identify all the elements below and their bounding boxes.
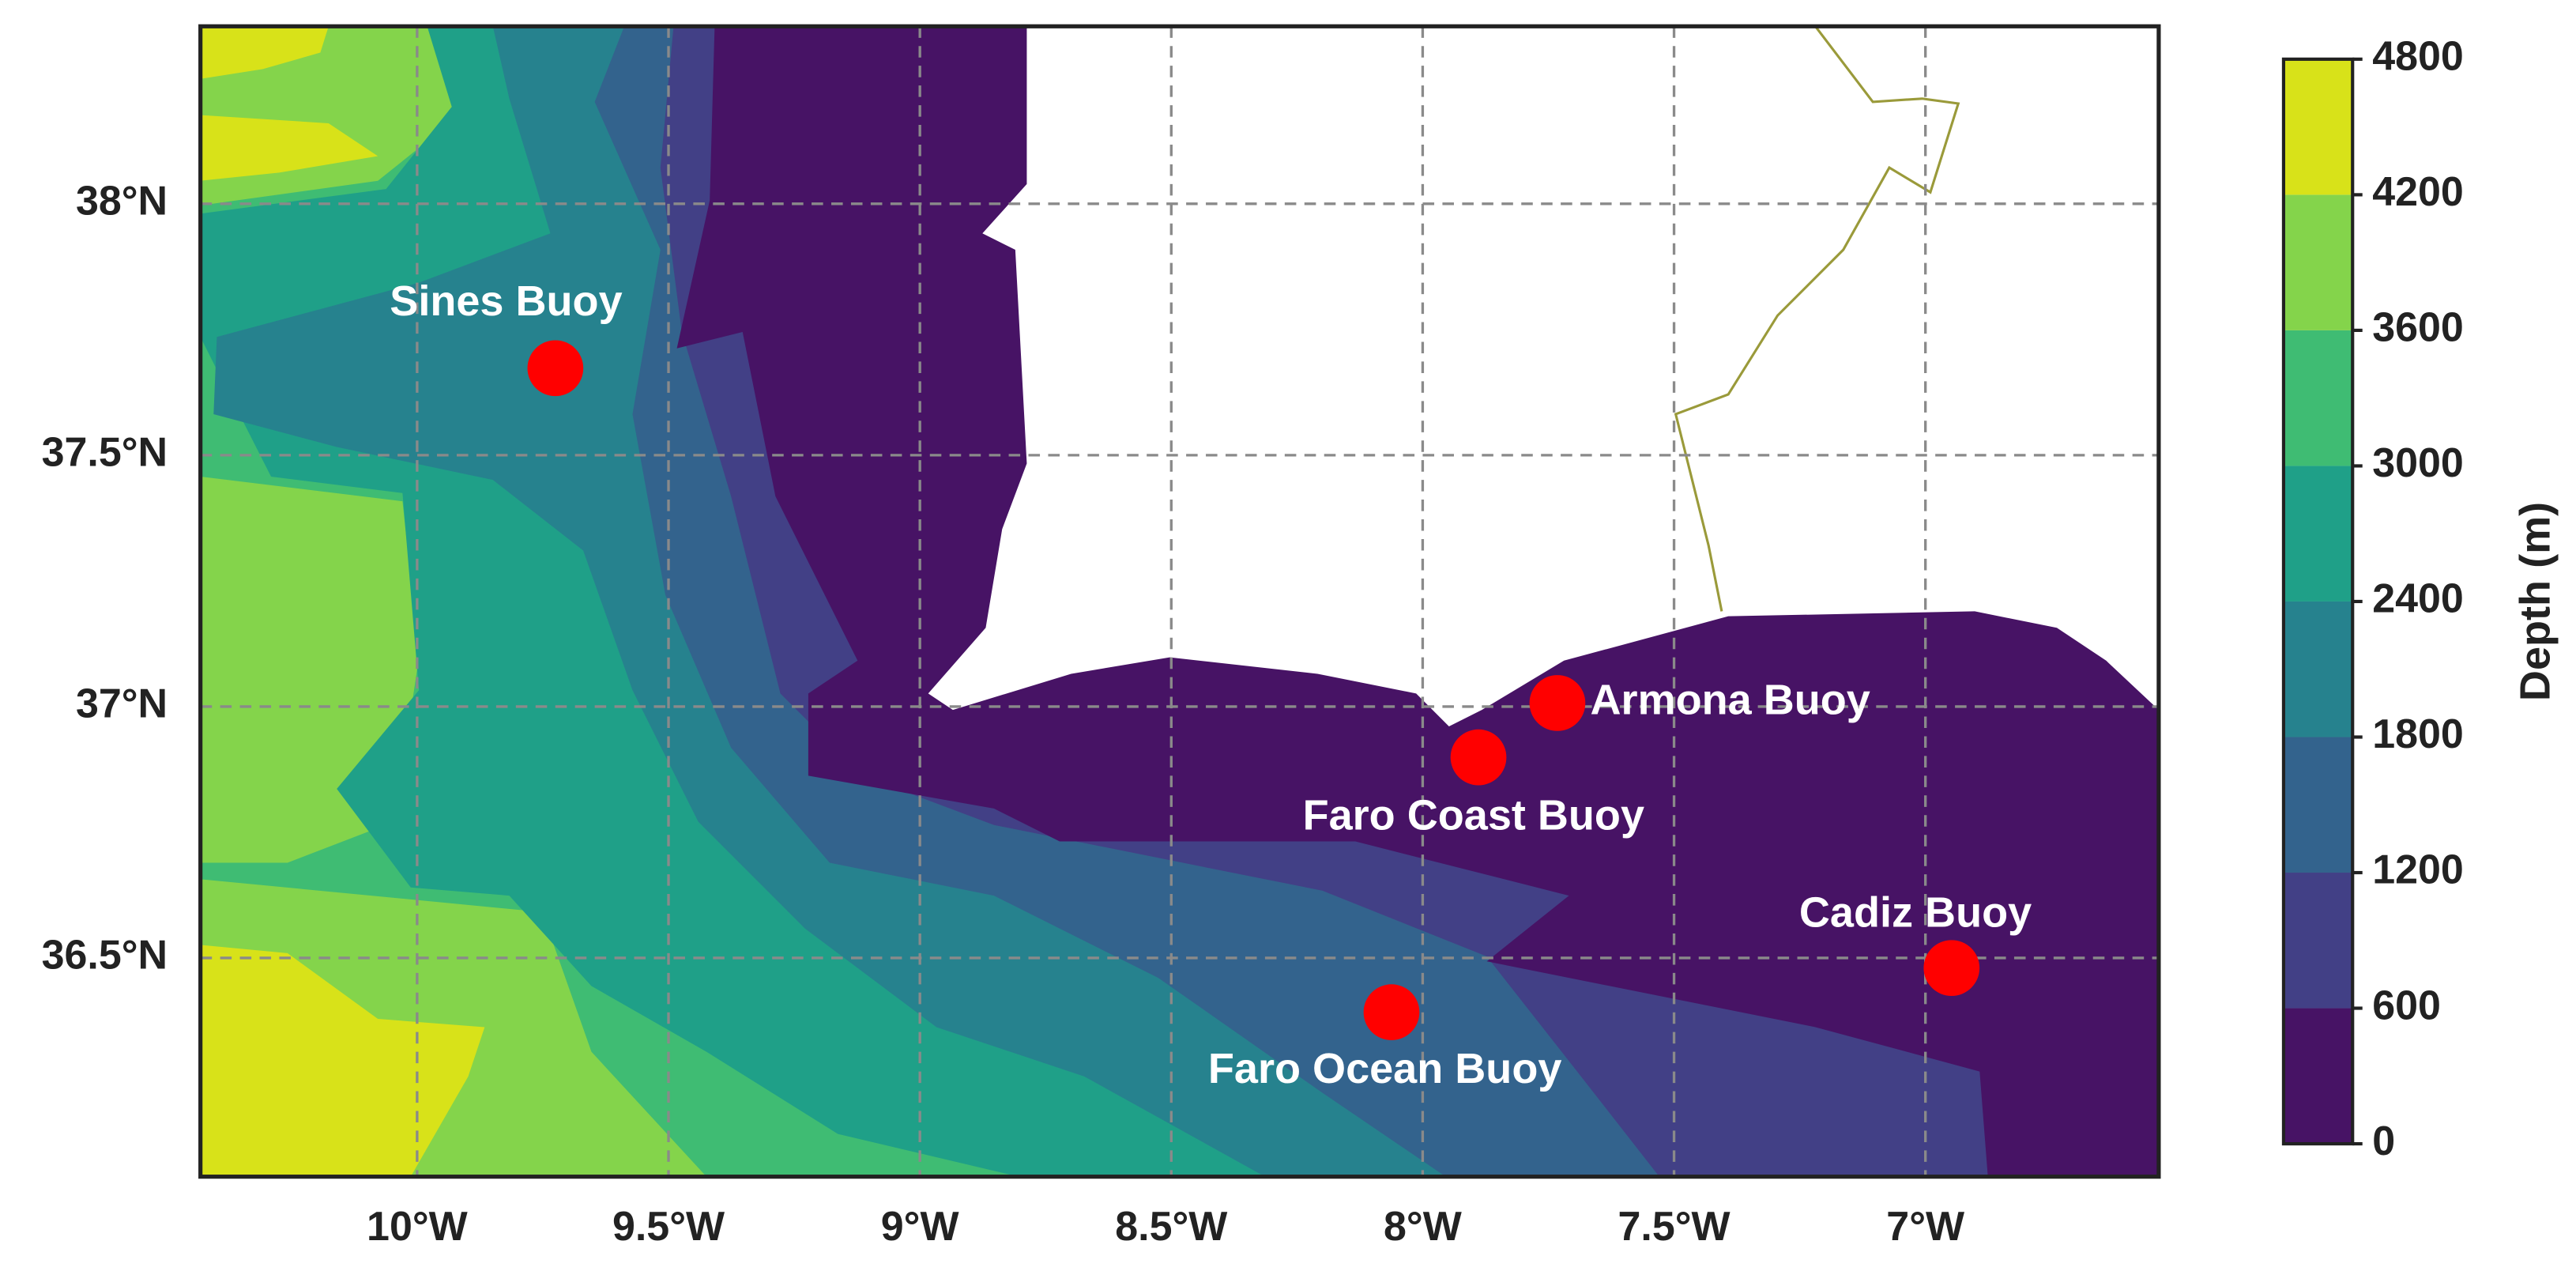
buoy-label: Armona Buoy: [1591, 677, 1870, 724]
colorbar-segment: [2283, 330, 2353, 466]
coastline: [1674, 26, 1960, 612]
depth-region: [200, 115, 378, 181]
colorbar-tick-label: 0: [2372, 1118, 2395, 1164]
x-tick-label: 9.5°W: [612, 1204, 725, 1250]
buoy-label: Sines Buoy: [390, 277, 622, 325]
y-tick-label: 37.5°N: [42, 430, 168, 476]
colorbar-tick-label: 600: [2372, 982, 2441, 1028]
x-tick-label: 10°W: [367, 1204, 468, 1250]
buoy-marker: [1450, 729, 1507, 786]
colorbar-tick-label: 1800: [2372, 711, 2464, 757]
colorbar-segment: [2283, 58, 2353, 195]
land: [928, 26, 2159, 726]
colorbar-tick-label: 4200: [2372, 169, 2464, 215]
y-tick-label: 36.5°N: [42, 933, 168, 979]
colorbar-segment: [2283, 194, 2353, 330]
y-tick-label: 37°N: [76, 681, 168, 727]
colorbar-segment: [2283, 466, 2353, 602]
x-tick-label: 7°W: [1886, 1204, 1964, 1250]
x-tick-label: 8°W: [1384, 1204, 1462, 1250]
overlay: 10°W 9.5°W 9°W 8.5°W 8°W 7.5°W 7°W 36.5°N 37°N 37…: [42, 179, 2032, 1250]
x-tick-label: 8.5°W: [1115, 1204, 1227, 1250]
x-tick-label: 9°W: [881, 1204, 959, 1250]
buoy-marker: [1923, 940, 1980, 997]
colorbar-tick-label: 4800: [2372, 34, 2464, 80]
colorbar-tick-label: 3600: [2372, 305, 2464, 351]
buoy-label: Cadiz Buoy: [1799, 888, 2032, 936]
colorbar-tick-label: 1200: [2372, 847, 2464, 893]
buoy-label: Faro Ocean Buoy: [1208, 1045, 1562, 1092]
buoy-marker: [1529, 675, 1586, 731]
depth-region: [200, 945, 485, 1177]
y-tick-label: 38°N: [76, 179, 168, 224]
buoy-marker: [1363, 984, 1420, 1040]
depth-region: [200, 26, 329, 79]
x-tick-label: 7.5°W: [1618, 1204, 1731, 1250]
colorbar-tick-label: 3000: [2372, 440, 2464, 486]
colorbar-segment: [2283, 1008, 2353, 1145]
bathymetry: [200, 26, 2159, 1177]
colorbar-segment: [2283, 873, 2353, 1009]
buoy-marker: [527, 340, 584, 397]
colorbar-tick-label: 2400: [2372, 576, 2464, 622]
colorbar-segment: [2283, 737, 2353, 873]
buoy-label: Faro Coast Buoy: [1303, 791, 1644, 839]
map-frame: [198, 24, 2161, 1179]
colorbar-label: Depth (m): [2511, 502, 2559, 701]
colorbar-segment: [2283, 601, 2353, 737]
grid: [200, 26, 2159, 1177]
